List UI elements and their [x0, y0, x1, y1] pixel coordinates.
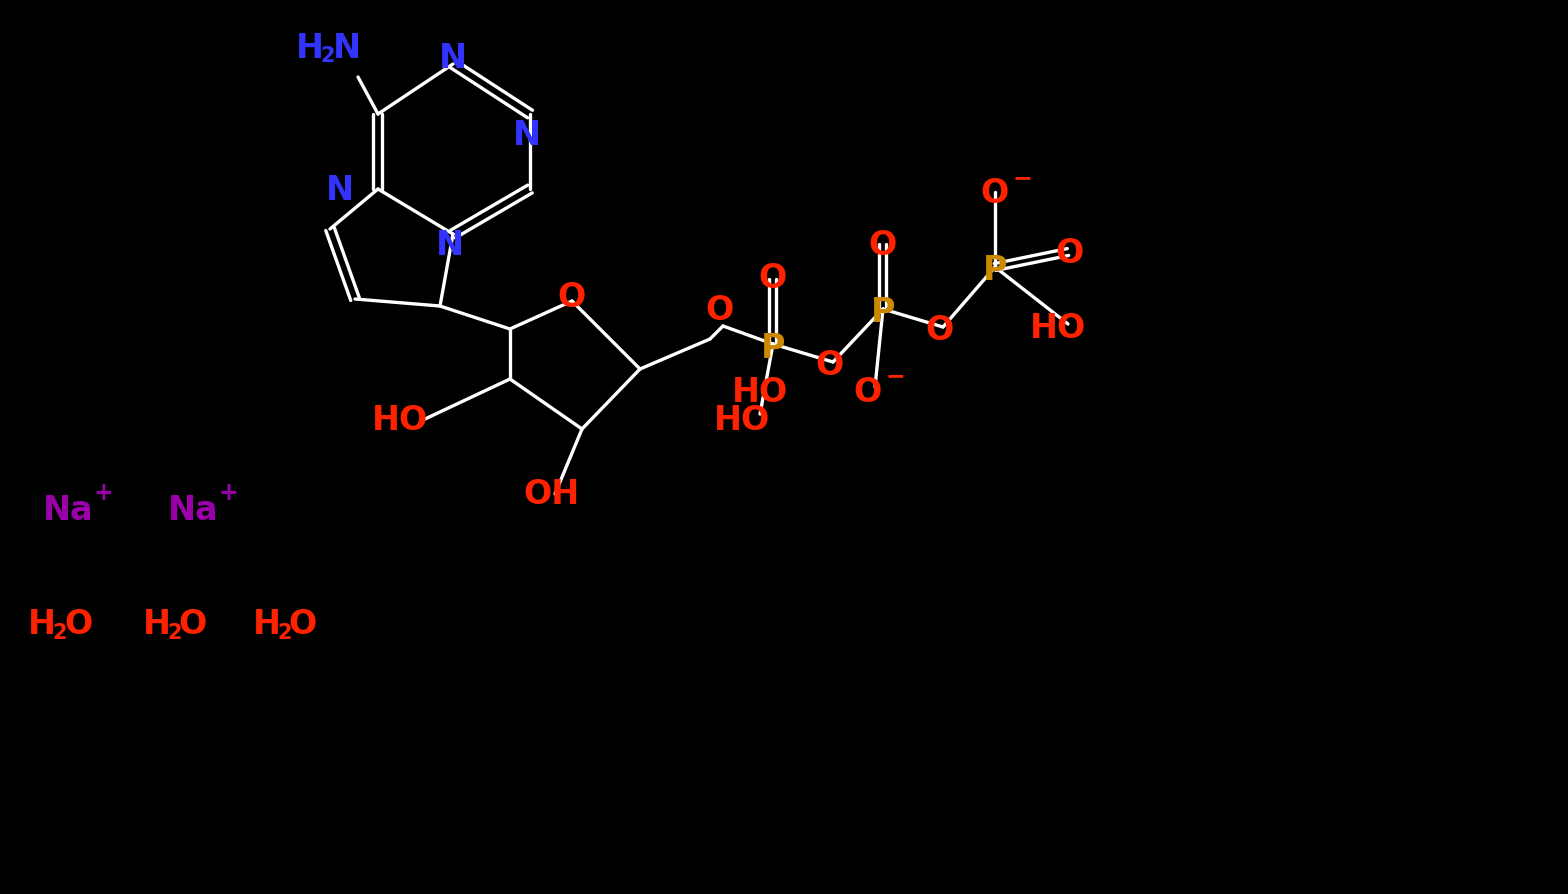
- Text: P: P: [983, 253, 1007, 286]
- Text: P: P: [870, 295, 895, 328]
- Text: O: O: [815, 348, 844, 381]
- Text: −: −: [1011, 165, 1032, 190]
- Text: HO: HO: [713, 403, 770, 436]
- Text: O: O: [855, 375, 883, 408]
- Text: N: N: [513, 118, 541, 151]
- Text: O: O: [706, 293, 734, 326]
- Text: N: N: [439, 41, 467, 74]
- Text: H: H: [28, 608, 56, 641]
- Text: O: O: [982, 176, 1010, 209]
- Text: +: +: [93, 480, 113, 504]
- Text: O: O: [64, 608, 93, 641]
- Text: 2: 2: [321, 46, 336, 66]
- Text: Na: Na: [42, 493, 94, 526]
- Text: N: N: [436, 228, 464, 261]
- Text: N: N: [326, 173, 354, 207]
- Text: H: H: [143, 608, 171, 641]
- Text: 2: 2: [278, 622, 292, 642]
- Text: HO: HO: [1030, 311, 1087, 344]
- Text: O: O: [558, 280, 586, 313]
- Text: O: O: [869, 228, 897, 261]
- Text: O: O: [1055, 236, 1083, 269]
- Text: +: +: [218, 480, 238, 504]
- Text: 2: 2: [168, 622, 182, 642]
- Text: HO: HO: [732, 376, 789, 409]
- Text: H: H: [252, 608, 281, 641]
- Text: P: P: [760, 331, 786, 364]
- Text: OH: OH: [524, 478, 580, 511]
- Text: O: O: [289, 608, 317, 641]
- Text: O: O: [179, 608, 207, 641]
- Text: O: O: [759, 261, 787, 294]
- Text: 2: 2: [53, 622, 67, 642]
- Text: HO: HO: [372, 403, 428, 436]
- Text: N: N: [332, 31, 361, 64]
- Text: −: −: [884, 364, 905, 388]
- Text: H: H: [296, 31, 325, 64]
- Text: O: O: [925, 313, 953, 346]
- Text: Na: Na: [168, 493, 218, 526]
